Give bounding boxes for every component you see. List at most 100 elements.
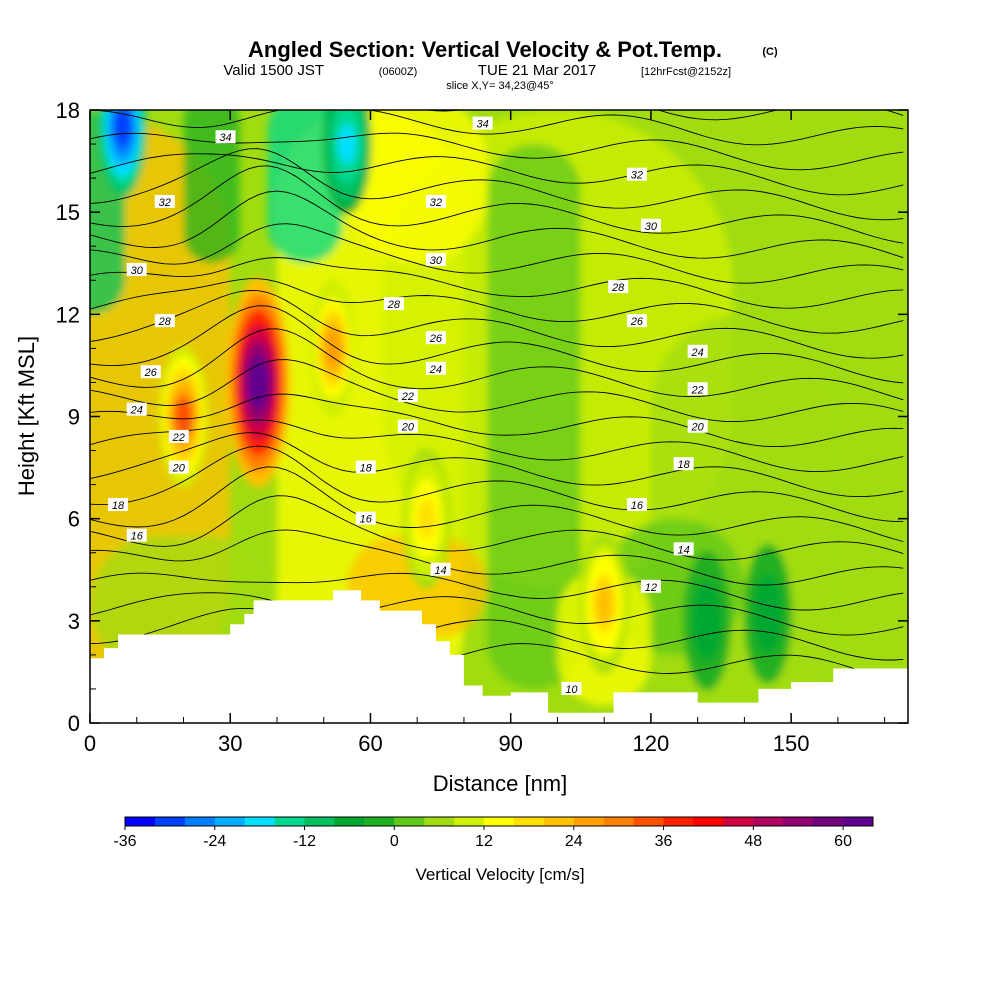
velocity-core — [174, 396, 193, 437]
x-tick-label: 150 — [773, 731, 810, 756]
contour-label: 32 — [425, 194, 446, 209]
contour-label: 10 — [561, 681, 582, 696]
colorbar-swatch — [484, 817, 515, 826]
contour-label: 20 — [397, 419, 418, 434]
isentrope-22 — [90, 328, 904, 401]
contour-label: 28 — [608, 280, 629, 294]
contour-label-text: 22 — [401, 391, 414, 403]
contour-label-text: 28 — [611, 282, 625, 294]
isentrope-27 — [90, 223, 904, 284]
forecast-info: [12hrFcst@2152z] — [641, 66, 731, 78]
contour-label-text: 32 — [159, 197, 171, 209]
contour-label-text: 22 — [691, 384, 704, 396]
colorbar-swatch — [693, 817, 724, 826]
contour-label: 14 — [430, 562, 451, 577]
contour-label: 26 — [425, 331, 446, 345]
isentrope-lines — [90, 110, 904, 683]
colorbar-label: Vertical Velocity [cm/s] — [415, 865, 584, 884]
y-axis: 0 3 6 9 12 15 18 — [56, 98, 908, 736]
isentrope-23 — [90, 305, 904, 384]
contour-label: 34 — [215, 130, 236, 144]
plot-area: 34 34 32 32 32 30 30 30 28 28 28 26 26 26 24 24 24 22 22 22… — [90, 110, 908, 723]
contour-label-text: 30 — [430, 255, 443, 267]
terrain-mask — [90, 590, 908, 723]
contour-label-text: 20 — [401, 422, 415, 434]
contour-label: 18 — [108, 498, 129, 512]
contour-label-text: 12 — [645, 582, 657, 594]
colorbar-tick-label: 36 — [655, 833, 673, 850]
isentrope-21 — [90, 359, 904, 423]
contour-label: 28 — [154, 314, 175, 328]
contour-label-text: 14 — [434, 565, 446, 577]
contour-label-text: 22 — [172, 432, 185, 444]
contour-label-text: 18 — [360, 463, 373, 475]
colorbar-swatch — [813, 817, 844, 826]
isentrope-17 — [90, 445, 904, 523]
colorbar-swatch — [843, 817, 874, 826]
contour-label: 16 — [126, 528, 147, 543]
valid-date: TUE 21 Mar 2017 — [478, 62, 596, 79]
velocity-core — [324, 328, 343, 369]
valid-utc: (0600Z) — [379, 66, 418, 78]
colorbar-swatch — [633, 817, 665, 826]
isentrope-26 — [90, 257, 904, 309]
x-tick-label: 30 — [218, 731, 242, 756]
isentrope-31 — [90, 153, 904, 196]
contour-label-text: 24 — [130, 405, 143, 417]
contour-label-text: 20 — [691, 422, 705, 434]
valid-time: Valid 1500 JST — [223, 62, 324, 79]
contour-label-text: 30 — [131, 265, 144, 277]
contour-label-text: 16 — [631, 500, 644, 512]
field-band — [650, 314, 838, 723]
colorbar-swatch — [543, 817, 575, 826]
colorbar-tick-label: 24 — [565, 833, 583, 850]
isentrope-24 — [90, 290, 904, 359]
contour-label: 24 — [126, 402, 147, 417]
velocity-core — [698, 600, 717, 641]
y-tick-label: 0 — [68, 711, 80, 736]
contour-label-text: 16 — [131, 531, 144, 543]
field-band — [183, 110, 240, 264]
velocity-core — [758, 594, 777, 635]
velocity-core — [113, 110, 132, 148]
contour-label-text: 24 — [429, 364, 442, 376]
copyright-mark: (C) — [762, 46, 778, 58]
chart-title: Angled Section: Vertical Velocity & Pot.… — [248, 37, 722, 62]
colorbar-swatch — [154, 817, 186, 826]
colorbar-swatch — [304, 817, 335, 826]
contour-labels: 34 34 32 32 32 30 30 30 28 28 28 26 26 26 24 24 24 22 22 22… — [108, 116, 708, 696]
colorbar-swatch — [214, 817, 246, 826]
isentrope-14 — [90, 529, 904, 586]
colorbar-frame — [124, 816, 874, 827]
y-tick-label: 9 — [68, 405, 80, 430]
colorbar-swatch — [513, 817, 545, 826]
isentrope-28 — [90, 190, 904, 259]
contour-label: 24 — [425, 361, 446, 376]
colorbar-swatch — [184, 817, 216, 826]
colorbar-swatch — [394, 817, 425, 826]
contour-label-text: 26 — [429, 333, 443, 345]
contour-label-text: 32 — [631, 170, 643, 182]
contour-label-text: 14 — [678, 544, 690, 556]
colorbar-swatch — [424, 817, 455, 826]
contour-label-text: 24 — [691, 347, 704, 359]
contour-label: 32 — [154, 194, 175, 209]
contour-label-text: 32 — [430, 197, 442, 209]
contour-label: 26 — [626, 314, 647, 328]
contour-label: 16 — [626, 498, 647, 512]
y-tick-label: 12 — [56, 302, 80, 327]
contour-label-text: 34 — [219, 132, 231, 144]
isentrope-16 — [90, 466, 904, 542]
isentrope-15 — [90, 495, 904, 561]
field-band — [487, 144, 581, 689]
y-tick-label: 3 — [68, 609, 80, 634]
x-tick-label: 0 — [84, 731, 96, 756]
colorbar-tick-label: -24 — [203, 833, 226, 850]
contour-label: 22 — [168, 429, 189, 444]
velocity-core — [417, 498, 436, 539]
y-tick-label: 18 — [56, 98, 80, 123]
x-tick-label: 120 — [633, 731, 670, 756]
isentrope-18 — [90, 432, 904, 498]
colorbar-swatch — [274, 817, 306, 826]
